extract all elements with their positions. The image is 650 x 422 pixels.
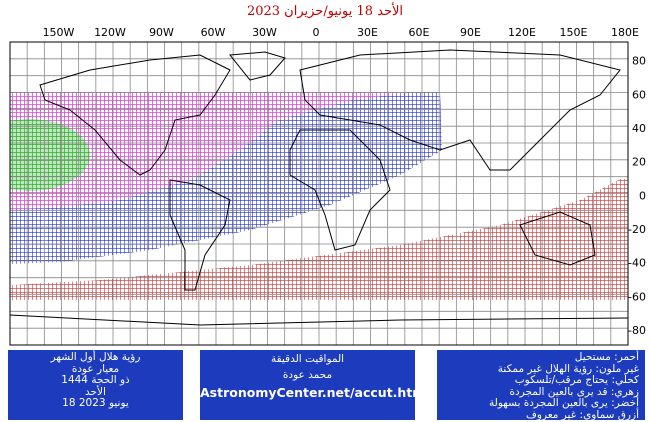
lat-label: -40 [628,257,646,270]
legend-line: زهري: قد يرى بالعين المجردة [509,385,639,398]
box-line: رؤية هلال أول الشهر [50,351,141,363]
zones [10,92,628,300]
box-line: محمد عودة [282,368,333,381]
lon-label: 120W [94,26,126,39]
lon-label: 150W [43,26,75,39]
lon-label: 90W [149,26,174,39]
axis-labels: 150W 120W 90W 60W 30W 0 30E 60E 90E 120E 150E 180E 8… [43,26,646,337]
legend-line: كحلي: يحتاج مرقب/تلسكوب [514,374,639,386]
box-line: 18 يونيو 2023 [62,397,129,409]
graticule [10,42,628,345]
coastlines [10,49,628,326]
box-line: معيار عودة [71,362,120,375]
lat-label: 40 [632,122,646,135]
lon-label: 90E [460,26,481,39]
lat-label: 80 [632,55,646,68]
lon-label: 60E [409,26,430,39]
lat-label: -60 [628,290,646,303]
zone-naked-eye [10,92,412,209]
lon-label: 150E [560,26,588,39]
zone-easy [10,119,90,191]
legend-line: غير ملون: رؤية الهلال غير ممكنة [497,362,639,375]
box-line: المواقيت الدقيقة [270,353,345,365]
link-text[interactable]: AstronomyCenter.net/accut.html [200,385,430,400]
legend-line: أخضر: يرى بالعين المجردة بسهولة [489,397,639,409]
legend-box: أحمر: مستحيل غير ملون: رؤية الهلال غير م… [437,350,645,420]
map-frame [9,41,629,346]
lat-label: -80 [628,324,646,337]
lat-label: 20 [632,156,646,169]
info-box-middle: المواقيت الدقيقة محمد عودة AstronomyCent… [200,350,430,420]
lat-label: -20 [628,223,646,236]
lon-label: 180E [611,26,639,39]
legend-line: أزرق سماوي: غير معروف [525,408,639,421]
legend-line: أحمر: مستحيل [574,351,639,363]
info-box-left: رؤية هلال أول الشهر معيار عودة ذو الحجة … [8,350,183,420]
lon-label: 30E [357,26,378,39]
lon-label: 60W [201,26,226,39]
lat-label: 60 [632,88,646,101]
visibility-map: الأحد 18 يونيو/حزيران 2023 150W 120W 90W 60… [9,2,646,346]
map-title: الأحد 18 يونيو/حزيران 2023 [247,2,403,19]
lon-label: 30W [252,26,277,39]
lon-label: 0 [313,26,320,39]
lon-label: 120E [508,26,536,39]
lat-label: 0 [639,189,646,202]
box-line: ذو الحجة 1444 [61,374,130,386]
box-line: الأحد [85,385,106,398]
